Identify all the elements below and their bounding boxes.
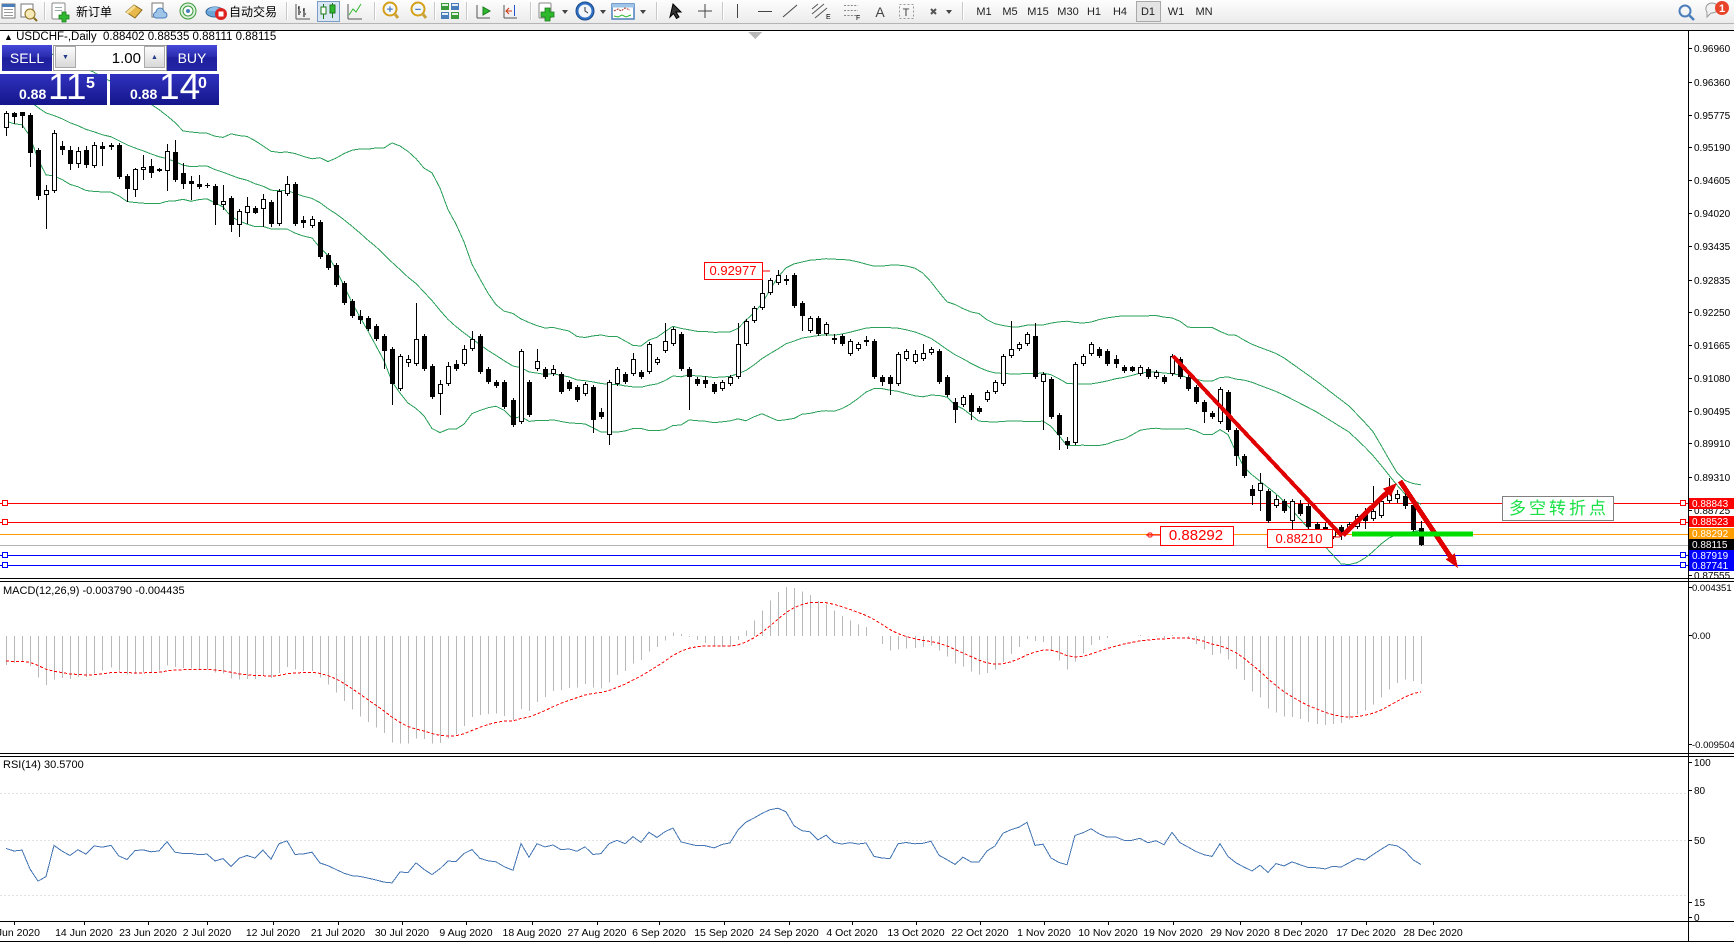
svg-text:-0.009504: -0.009504 bbox=[1692, 740, 1734, 751]
svg-text:0.96360: 0.96360 bbox=[1694, 78, 1731, 89]
svg-text:0.87555: 0.87555 bbox=[1694, 571, 1731, 582]
svg-text:9 Aug 2020: 9 Aug 2020 bbox=[439, 927, 492, 939]
svg-text:17 Dec 2020: 17 Dec 2020 bbox=[1336, 927, 1396, 939]
svg-text:D1: D1 bbox=[1141, 6, 1155, 18]
svg-text:H4: H4 bbox=[1113, 6, 1127, 18]
svg-text:21 Jul 2020: 21 Jul 2020 bbox=[311, 927, 365, 939]
svg-text:0.87741: 0.87741 bbox=[1692, 561, 1729, 572]
svg-text:MACD(12,26,9) -0.003790 -0.004: MACD(12,26,9) -0.003790 -0.004435 bbox=[3, 585, 185, 597]
svg-text:M30: M30 bbox=[1057, 6, 1078, 18]
svg-text:0.94020: 0.94020 bbox=[1694, 209, 1731, 220]
svg-text:6 Sep 2020: 6 Sep 2020 bbox=[632, 927, 686, 939]
svg-text:F: F bbox=[856, 15, 860, 22]
svg-text:A: A bbox=[875, 4, 885, 20]
svg-text:50: 50 bbox=[1694, 836, 1706, 847]
svg-text:0.88292: 0.88292 bbox=[1692, 529, 1729, 540]
svg-text:23 Jun 2020: 23 Jun 2020 bbox=[119, 927, 177, 939]
svg-text:0.93435: 0.93435 bbox=[1694, 242, 1731, 253]
svg-text:0.88725: 0.88725 bbox=[1694, 506, 1731, 517]
svg-text:0.92250: 0.92250 bbox=[1694, 308, 1731, 319]
svg-text:0.95190: 0.95190 bbox=[1694, 143, 1731, 154]
svg-text:28 Dec 2020: 28 Dec 2020 bbox=[1403, 927, 1463, 939]
svg-text:多空转折点: 多空转折点 bbox=[1509, 499, 1609, 518]
svg-text:0.95775: 0.95775 bbox=[1694, 111, 1731, 122]
svg-text:0.89310: 0.89310 bbox=[1694, 473, 1731, 484]
svg-text:0: 0 bbox=[1694, 913, 1700, 924]
svg-text:18 Aug 2020: 18 Aug 2020 bbox=[503, 927, 562, 939]
svg-text:0.89910: 0.89910 bbox=[1694, 439, 1731, 450]
svg-text:24 Sep 2020: 24 Sep 2020 bbox=[759, 927, 819, 939]
svg-text:10 Nov 2020: 10 Nov 2020 bbox=[1078, 927, 1138, 939]
svg-text:1 Nov 2020: 1 Nov 2020 bbox=[1017, 927, 1071, 939]
svg-text:0.88523: 0.88523 bbox=[1692, 517, 1729, 528]
svg-text:W1: W1 bbox=[1168, 6, 1185, 18]
svg-text:RSI(14) 30.5700: RSI(14) 30.5700 bbox=[3, 759, 84, 771]
svg-text:自动交易: 自动交易 bbox=[229, 4, 277, 19]
svg-text:4 Oct 2020: 4 Oct 2020 bbox=[826, 927, 878, 939]
svg-text:0.96960: 0.96960 bbox=[1694, 44, 1731, 55]
svg-text:0.004351: 0.004351 bbox=[1692, 583, 1732, 594]
svg-text:E: E bbox=[826, 14, 831, 21]
svg-text:+: + bbox=[387, 4, 393, 16]
svg-text:新订单: 新订单 bbox=[76, 4, 112, 19]
svg-text:8 Dec 2020: 8 Dec 2020 bbox=[1274, 927, 1328, 939]
svg-text:29 Nov 2020: 29 Nov 2020 bbox=[1210, 927, 1270, 939]
svg-text:100: 100 bbox=[1694, 758, 1711, 769]
svg-text:4 Jun 2020: 4 Jun 2020 bbox=[0, 927, 40, 939]
svg-text:0.92835: 0.92835 bbox=[1694, 276, 1731, 287]
svg-text:0.94605: 0.94605 bbox=[1694, 176, 1731, 187]
svg-text:15 Sep 2020: 15 Sep 2020 bbox=[694, 927, 754, 939]
svg-text:0.88115: 0.88115 bbox=[1692, 540, 1728, 551]
svg-text:T: T bbox=[903, 7, 910, 19]
svg-text:MN: MN bbox=[1195, 6, 1212, 18]
svg-text:14 Jun 2020: 14 Jun 2020 bbox=[55, 927, 113, 939]
svg-text:0.91665: 0.91665 bbox=[1694, 341, 1731, 352]
svg-text:0.92977: 0.92977 bbox=[710, 263, 757, 278]
svg-text:12 Jul 2020: 12 Jul 2020 bbox=[246, 927, 300, 939]
svg-text:1: 1 bbox=[1719, 3, 1725, 15]
svg-text:0.88843: 0.88843 bbox=[1692, 499, 1729, 510]
svg-text:27 Aug 2020: 27 Aug 2020 bbox=[568, 927, 627, 939]
svg-text:M15: M15 bbox=[1027, 6, 1048, 18]
svg-text:H1: H1 bbox=[1087, 6, 1101, 18]
svg-text:M1: M1 bbox=[976, 6, 991, 18]
svg-text:22 Oct 2020: 22 Oct 2020 bbox=[951, 927, 1008, 939]
svg-text:15: 15 bbox=[1694, 898, 1706, 909]
svg-text:13 Oct 2020: 13 Oct 2020 bbox=[887, 927, 944, 939]
svg-text:0.88210: 0.88210 bbox=[1276, 531, 1323, 546]
svg-text:0.00: 0.00 bbox=[1692, 631, 1711, 642]
svg-text:0.87919: 0.87919 bbox=[1692, 551, 1729, 562]
svg-text:0.88292: 0.88292 bbox=[1169, 527, 1223, 544]
svg-text:0.90495: 0.90495 bbox=[1694, 407, 1731, 418]
svg-text:19 Nov 2020: 19 Nov 2020 bbox=[1143, 927, 1203, 939]
svg-text:2 Jul 2020: 2 Jul 2020 bbox=[183, 927, 232, 939]
svg-text:30 Jul 2020: 30 Jul 2020 bbox=[375, 927, 429, 939]
svg-text:−: − bbox=[415, 4, 421, 16]
svg-text:M5: M5 bbox=[1002, 6, 1017, 18]
svg-text:0.91080: 0.91080 bbox=[1694, 374, 1731, 385]
svg-text:80: 80 bbox=[1694, 786, 1706, 797]
